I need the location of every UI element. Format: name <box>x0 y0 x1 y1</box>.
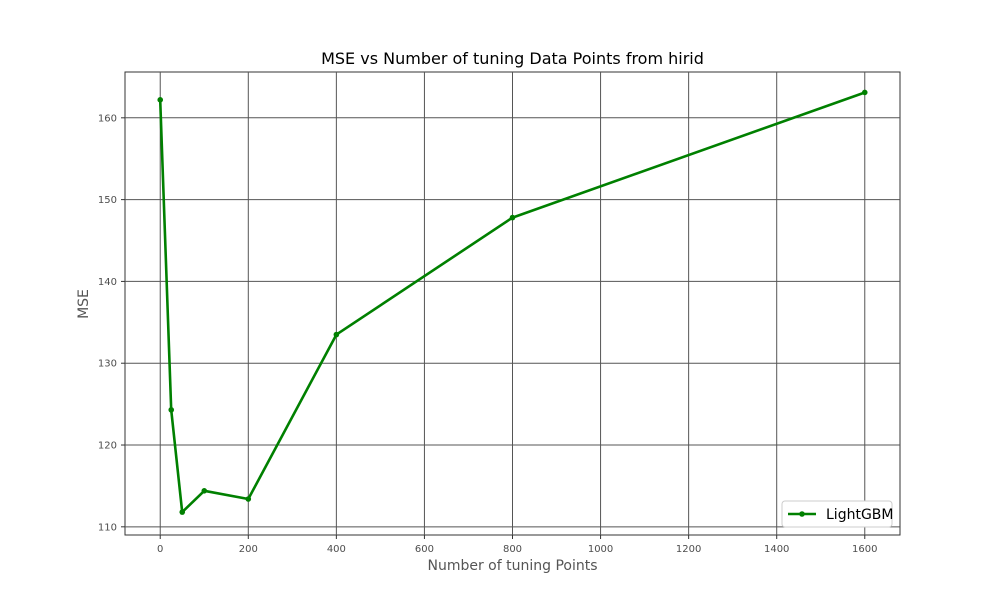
x-tick-label: 1600 <box>852 544 877 555</box>
x-tick-label: 800 <box>503 544 522 555</box>
y-tick-label: 140 <box>98 277 117 288</box>
legend-label: LightGBM <box>826 507 893 523</box>
x-axis-label: Number of tuning Points <box>427 558 597 574</box>
x-tick-label: 400 <box>327 544 346 555</box>
x-axis-ticks: 0 200 400 600 800 1000 1200 1400 1600 <box>157 535 877 555</box>
data-point <box>201 488 208 494</box>
series-line-lightgbm <box>158 91 867 514</box>
y-tick-label: 160 <box>98 113 117 124</box>
x-tick-label: 1200 <box>676 544 701 555</box>
y-tick-label: 110 <box>98 522 117 533</box>
y-tick-label: 130 <box>98 359 117 370</box>
data-point <box>245 496 252 502</box>
series-group <box>157 89 868 515</box>
y-tick-label: 150 <box>98 195 117 206</box>
y-tick-label: 120 <box>98 441 117 452</box>
data-point <box>179 509 186 515</box>
x-tick-label: 0 <box>157 544 163 555</box>
grid-lines <box>125 72 900 535</box>
x-tick-label: 600 <box>415 544 434 555</box>
legend-box <box>781 500 893 528</box>
x-tick-label: 1400 <box>764 544 789 555</box>
legend: LightGBM <box>781 500 893 528</box>
data-point <box>509 214 516 221</box>
data-point <box>861 89 868 96</box>
y-axis-label: MSE <box>76 289 92 319</box>
y-axis-ticks: 110 120 130 140 150 160 <box>98 113 125 533</box>
data-point <box>333 331 340 338</box>
x-tick-label: 1000 <box>588 544 613 555</box>
data-point <box>157 97 164 103</box>
chart-title: MSE vs Number of tuning Data Points from… <box>321 49 704 68</box>
data-point <box>168 407 175 413</box>
legend-marker-swatch <box>799 511 805 517</box>
x-tick-label: 200 <box>239 544 258 555</box>
